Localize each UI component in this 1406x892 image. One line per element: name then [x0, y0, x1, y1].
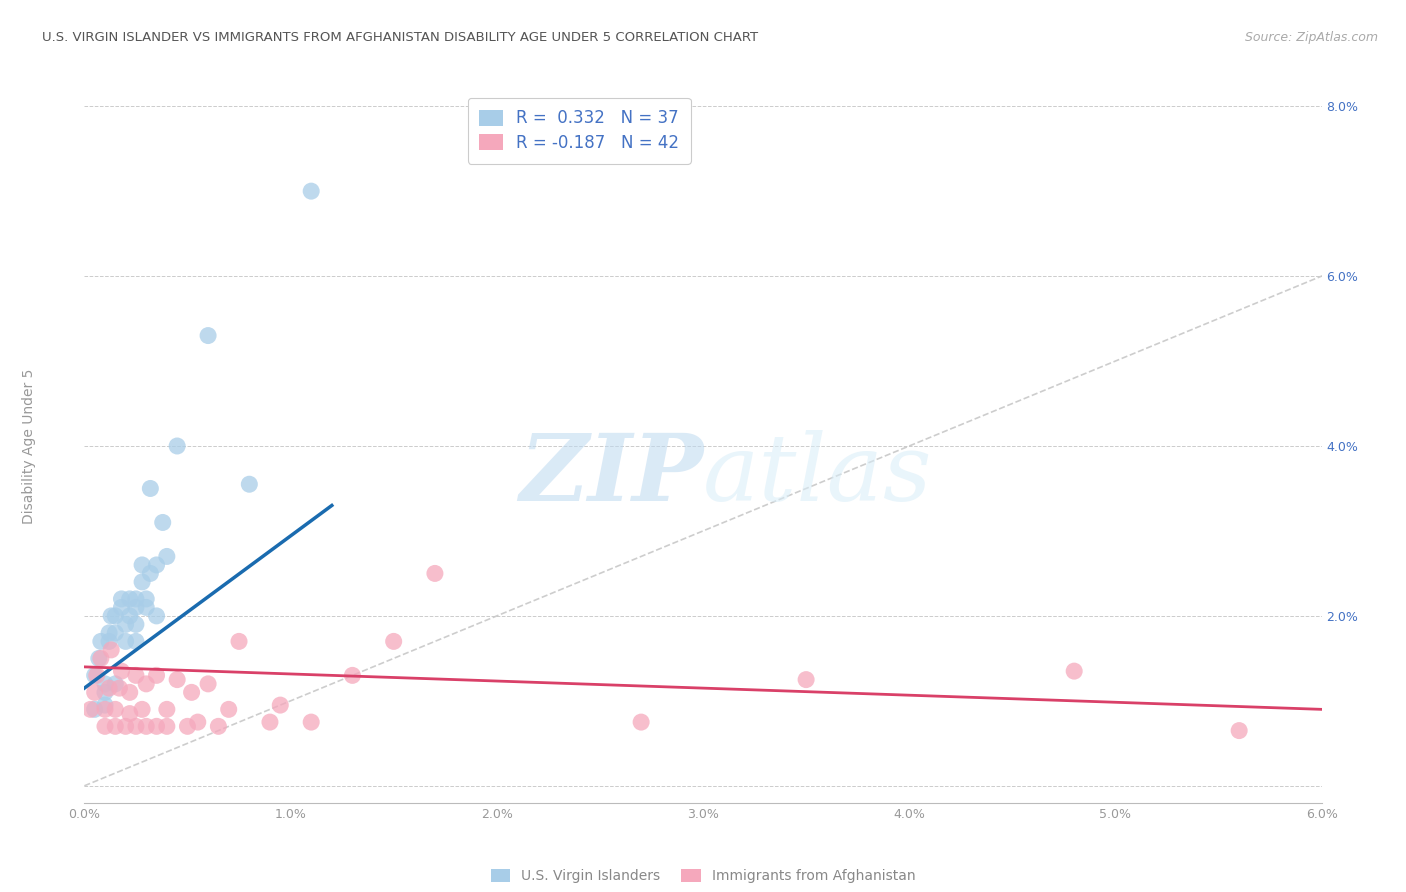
Point [104, 626, 127, 640]
Point [166, 439, 188, 453]
Point [131, 558, 153, 572]
Point [114, 634, 136, 648]
Point [104, 702, 127, 716]
Point [104, 677, 127, 691]
Point [118, 608, 141, 623]
Point [83, 668, 105, 682]
Point [197, 677, 219, 691]
Point [98, 626, 121, 640]
Point [83, 702, 105, 716]
Point [156, 549, 179, 564]
Point [156, 702, 179, 716]
Point [104, 608, 127, 623]
Point [135, 719, 157, 733]
Point [218, 702, 240, 716]
Point [125, 719, 148, 733]
Point [145, 608, 167, 623]
Text: U.S. VIRGIN ISLANDER VS IMMIGRANTS FROM AFGHANISTAN DISABILITY AGE UNDER 5 CORRE: U.S. VIRGIN ISLANDER VS IMMIGRANTS FROM … [42, 31, 758, 45]
Point [110, 600, 132, 615]
Point [98, 634, 121, 648]
Point [94, 702, 117, 716]
Point [382, 634, 405, 648]
Point [135, 600, 157, 615]
Y-axis label: Disability Age Under 5: Disability Age Under 5 [21, 368, 35, 524]
Point [108, 681, 131, 695]
Point [259, 715, 281, 730]
Point [197, 328, 219, 343]
Point [118, 706, 141, 721]
Point [299, 184, 322, 198]
Point [145, 668, 167, 682]
Point [114, 617, 136, 632]
Point [176, 719, 198, 733]
Point [187, 715, 209, 730]
Point [90, 634, 112, 648]
Text: atlas: atlas [703, 430, 932, 519]
Point [423, 566, 446, 581]
Point [87, 651, 110, 665]
Point [125, 591, 148, 606]
Point [238, 477, 260, 491]
Point [180, 685, 202, 699]
Legend: U.S. Virgin Islanders, Immigrants from Afghanistan: U.S. Virgin Islanders, Immigrants from A… [485, 863, 921, 888]
Point [114, 719, 136, 733]
Point [299, 715, 322, 730]
Point [100, 643, 122, 657]
Point [110, 664, 132, 678]
Text: Source: ZipAtlas.com: Source: ZipAtlas.com [1244, 31, 1378, 45]
Point [125, 634, 148, 648]
Point [125, 668, 148, 682]
Text: ZIP: ZIP [519, 430, 703, 519]
Point [83, 685, 105, 699]
Point [125, 617, 148, 632]
Point [135, 591, 157, 606]
Point [131, 574, 153, 589]
Point [90, 651, 112, 665]
Point [166, 673, 188, 687]
Point [79, 702, 101, 716]
Point [135, 677, 157, 691]
Point [98, 681, 121, 695]
Point [118, 685, 141, 699]
Point [94, 677, 117, 691]
Point [86, 668, 108, 682]
Point [269, 698, 291, 712]
Point [794, 673, 817, 687]
Point [139, 566, 162, 581]
Point [100, 608, 122, 623]
Point [145, 558, 167, 572]
Point [94, 719, 117, 733]
Point [156, 719, 179, 733]
Point [207, 719, 229, 733]
Point [104, 719, 127, 733]
Point [1063, 664, 1085, 678]
Point [94, 685, 117, 699]
Point [94, 698, 117, 712]
Point [228, 634, 250, 648]
Point [118, 591, 141, 606]
Point [152, 516, 174, 530]
Point [110, 591, 132, 606]
Point [131, 702, 153, 716]
Point [125, 600, 148, 615]
Point [1227, 723, 1250, 738]
Point [630, 715, 652, 730]
Point [342, 668, 364, 682]
Point [145, 719, 167, 733]
Point [139, 482, 162, 496]
